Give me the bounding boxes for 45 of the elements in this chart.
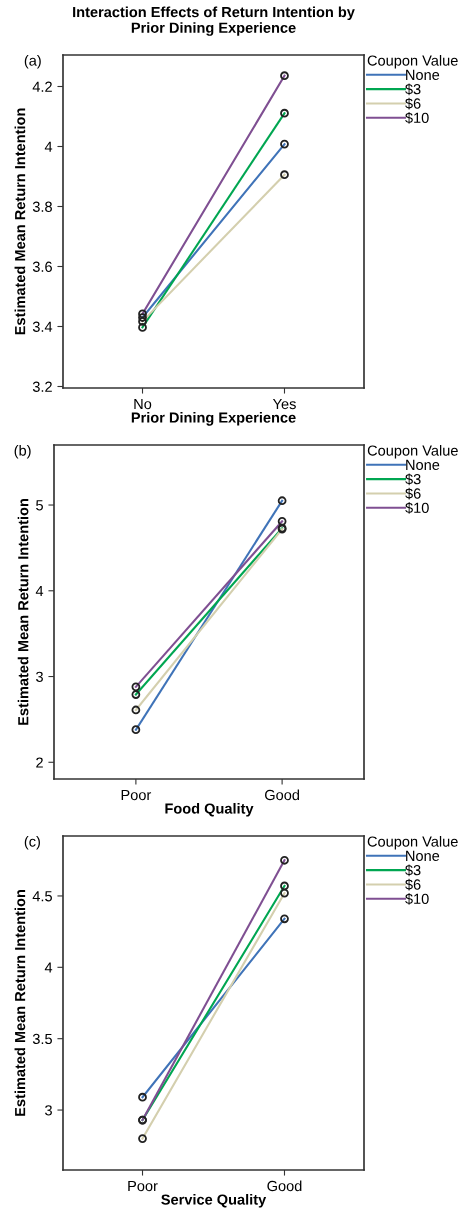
x-tick-label: Yes: [272, 398, 296, 410]
text: (c): [24, 836, 40, 850]
x-axis-title: Food Quality: [165, 803, 254, 817]
y-tick-label: 4.5: [32, 891, 52, 902]
text: (b): [14, 445, 31, 459]
x-axis-title: Prior Dining Experience: [131, 412, 296, 426]
y-tick-label: 3.5: [32, 1033, 52, 1045]
y-axis-title: Estimated Mean Return Intention: [17, 499, 29, 725]
x-tick-label: Good: [267, 1180, 302, 1192]
legend-label: $10: [405, 893, 429, 905]
legend-label: $10: [405, 502, 429, 514]
y-tick-label: 4.2: [32, 81, 52, 92]
y-tick-label: 3: [36, 671, 43, 682]
y-tick-label: 3.2: [32, 381, 52, 392]
legend-title: Coupon Value: [367, 836, 458, 850]
y-tick-label: 3.6: [32, 261, 52, 272]
legend-label: None: [406, 850, 440, 862]
y-tick-label: 4: [44, 962, 53, 973]
legend-label: $10: [405, 112, 429, 124]
legend-label: $6: [405, 487, 421, 500]
y-tick-label: 4: [35, 586, 44, 597]
x-tick-label: Poor: [128, 1180, 158, 1192]
y-tick-label: 3: [45, 1105, 52, 1116]
text: (a): [24, 55, 41, 69]
y-tick-label: 5: [36, 500, 43, 511]
y-axis-title: Estimated Mean Return Intention: [14, 108, 26, 335]
chart-title: Interaction Effects of Return Intention by Prior Dining Experience: [73, 6, 355, 36]
y-tick-label: 3.8: [32, 201, 52, 212]
legend-label: None: [406, 459, 440, 471]
legend-label: $6: [405, 97, 421, 110]
x-tick-label: No: [134, 398, 152, 410]
legend-label: None: [406, 69, 440, 81]
y-tick-label: 2: [36, 757, 43, 768]
y-tick-label: 3.4: [32, 321, 53, 332]
legend-title: Coupon Value: [367, 55, 458, 69]
legend-label: $3: [405, 83, 421, 96]
legend-label: $3: [405, 473, 421, 486]
x-axis-title: Service Quality: [161, 1194, 267, 1208]
y-tick-label: 4: [44, 141, 53, 152]
x-tick-label: Poor: [121, 789, 152, 801]
x-tick-label: Good: [265, 789, 300, 801]
legend-label: $6: [405, 878, 421, 891]
legend-title: Coupon Value: [367, 445, 458, 459]
y-axis-title: Estimated Mean Return Intention: [14, 890, 26, 1116]
legend-label: $3: [405, 864, 421, 877]
